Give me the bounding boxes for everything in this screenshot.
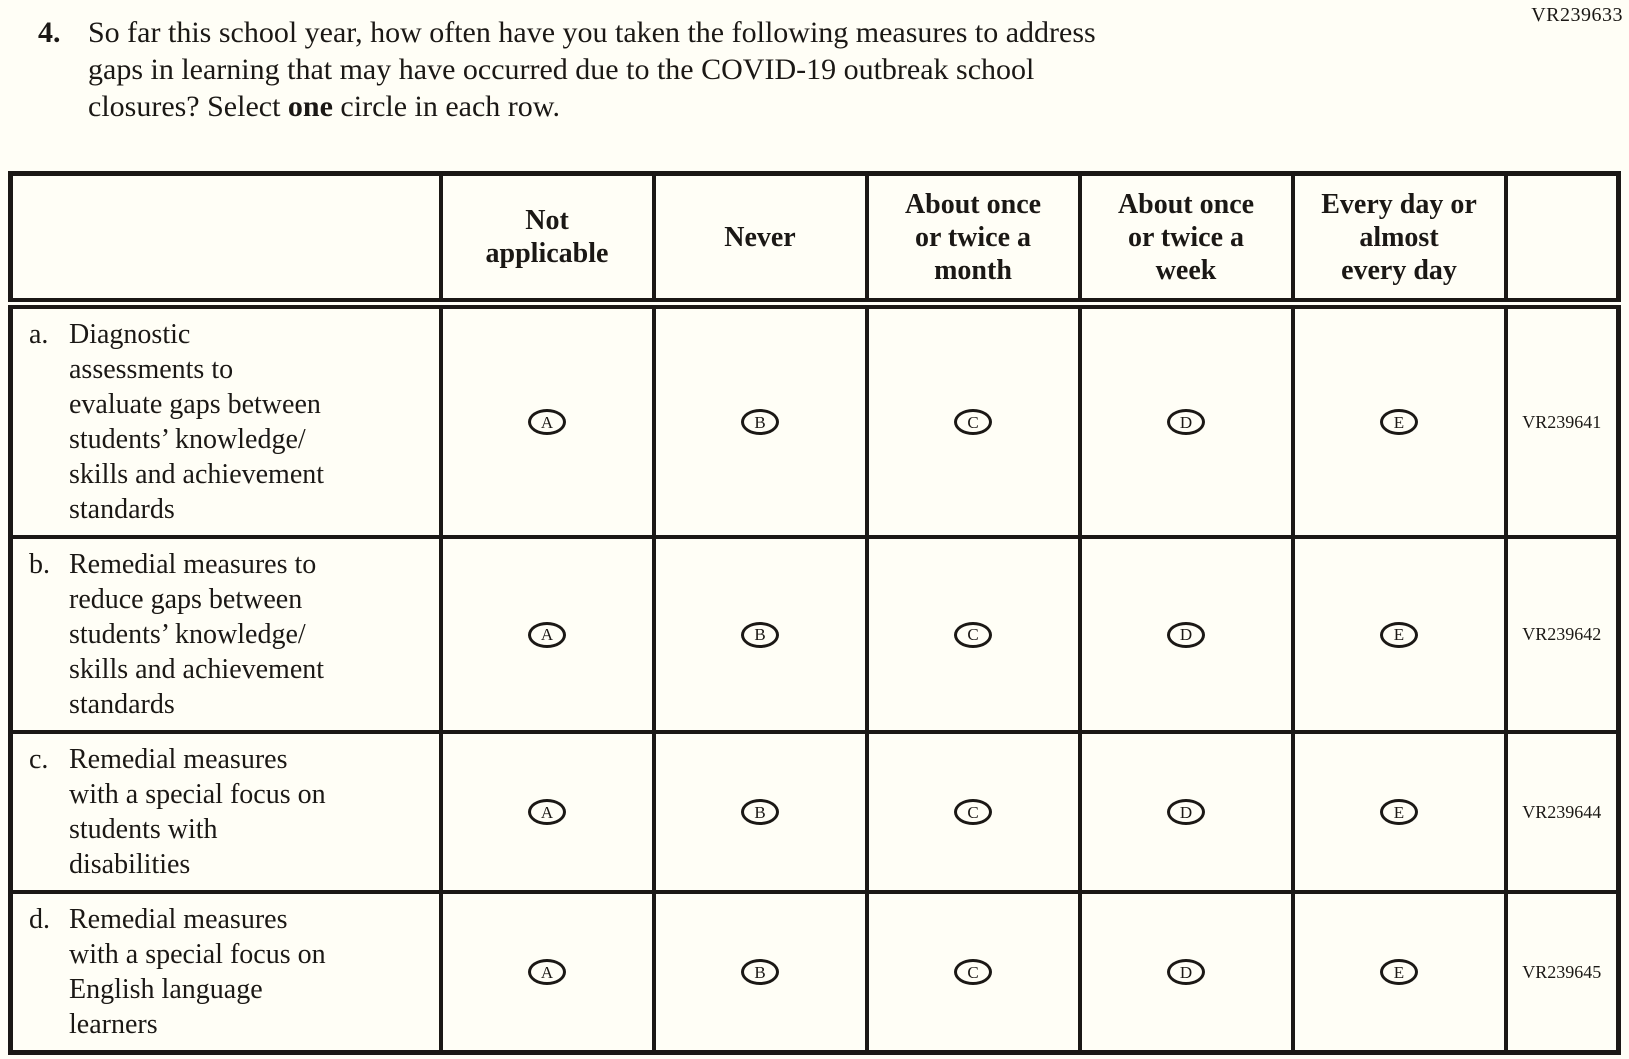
table-row-c: c. Remedial measures with a special focu… [8,730,1621,894]
row-c-cell-once-twice-week: D [1077,730,1295,894]
row-d-option-b-bubble[interactable]: B [741,959,779,985]
header-once-twice-week: About once or twice a week [1077,171,1295,309]
row-c-code: VR239644 [1503,730,1621,894]
row-a-marker: a. [29,319,49,350]
row-a-cell-once-twice-month: C [864,301,1082,539]
header-never: Never [651,171,869,309]
row-c-item: c. Remedial measures with a special focu… [8,730,443,894]
row-b-option-c-bubble[interactable]: C [954,621,992,648]
row-d-option-e-bubble[interactable]: E [1380,959,1418,985]
row-c-cell-once-twice-month: C [864,730,1082,894]
question-block: 4. So far this school year, how often ha… [38,14,1368,125]
row-a-option-c-bubble[interactable]: C [954,409,992,435]
row-a-cell-never: B [651,301,869,539]
table-row-d: d. Remedial measures with a special focu… [8,890,1621,1055]
row-d-cell-not-applicable: A [438,890,656,1055]
row-c-option-a-bubble[interactable]: A [528,799,566,825]
row-b-option-a-bubble[interactable]: A [528,621,566,648]
question-bold-word: one [287,90,333,123]
row-b-item: b. Remedial measures to reduce gaps betw… [8,535,443,734]
page-form-code: VR239633 [1531,4,1623,26]
row-a-option-a-bubble[interactable]: A [528,409,566,435]
header-item-column [8,171,443,309]
header-code-column [1503,171,1621,309]
header-every-day: Every day or almost every day [1290,171,1508,309]
question-number: 4. [38,16,61,49]
question-text-before: So far this school year, how often have … [88,16,1096,123]
row-a-cell-not-applicable: A [438,301,656,539]
row-b-marker: b. [29,549,50,580]
row-a-item: a. Diagnostic assessments to evaluate ga… [8,301,443,539]
header-once-twice-month: About once or twice a month [864,171,1082,309]
table-row-b: b. Remedial measures to reduce gaps betw… [8,535,1621,734]
row-d-option-d-bubble[interactable]: D [1167,959,1205,985]
row-d-cell-never: B [651,890,869,1055]
row-d-item: d. Remedial measures with a special focu… [8,890,443,1055]
row-b-option-e-bubble[interactable]: E [1380,621,1418,648]
row-a-cell-once-twice-week: D [1077,301,1295,539]
row-a-code: VR239641 [1503,301,1621,539]
row-a-label: Diagnostic assessments to evaluate gaps … [69,319,325,525]
row-d-marker: d. [29,904,50,935]
question-text: So far this school year, how often have … [88,14,1096,125]
row-b-label: Remedial measures to reduce gaps between… [69,549,325,720]
row-d-cell-once-twice-week: D [1077,890,1295,1055]
row-d-option-c-bubble[interactable]: C [954,959,992,985]
row-a-cell-every-day: E [1290,301,1508,539]
row-c-option-c-bubble[interactable]: C [954,799,992,825]
header-not-applicable: Not applicable [438,171,656,309]
row-b-option-d-bubble[interactable]: D [1167,621,1205,648]
row-b-cell-never: B [651,535,869,734]
row-c-cell-never: B [651,730,869,894]
row-c-option-d-bubble[interactable]: D [1167,799,1205,825]
row-b-cell-once-twice-week: D [1077,535,1295,734]
row-c-label: Remedial measures with a special focus o… [69,744,326,880]
row-b-cell-once-twice-month: C [864,535,1082,734]
row-d-code: VR239645 [1503,890,1621,1055]
row-c-cell-every-day: E [1290,730,1508,894]
row-a-option-b-bubble[interactable]: B [741,409,779,435]
row-c-cell-not-applicable: A [438,730,656,894]
table-row-a: a. Diagnostic assessments to evaluate ga… [8,301,1621,539]
row-b-option-b-bubble[interactable]: B [741,621,779,648]
row-c-marker: c. [29,744,49,775]
row-a-option-e-bubble[interactable]: E [1380,409,1418,435]
row-a-option-d-bubble[interactable]: D [1167,409,1205,435]
question-text-after: circle in each row. [332,90,561,123]
row-b-cell-every-day: E [1290,535,1508,734]
row-d-cell-every-day: E [1290,890,1508,1055]
row-b-cell-not-applicable: A [438,535,656,734]
header-row: Not applicable Never About once or twice… [8,171,1621,309]
row-c-option-e-bubble[interactable]: E [1380,799,1418,825]
row-d-label: Remedial measures with a special focus o… [69,904,326,1040]
response-grid: Not applicable Never About once or twice… [8,171,1621,1055]
row-c-option-b-bubble[interactable]: B [741,799,779,825]
row-b-code: VR239642 [1503,535,1621,734]
row-d-option-a-bubble[interactable]: A [528,959,566,985]
row-d-cell-once-twice-month: C [864,890,1082,1055]
